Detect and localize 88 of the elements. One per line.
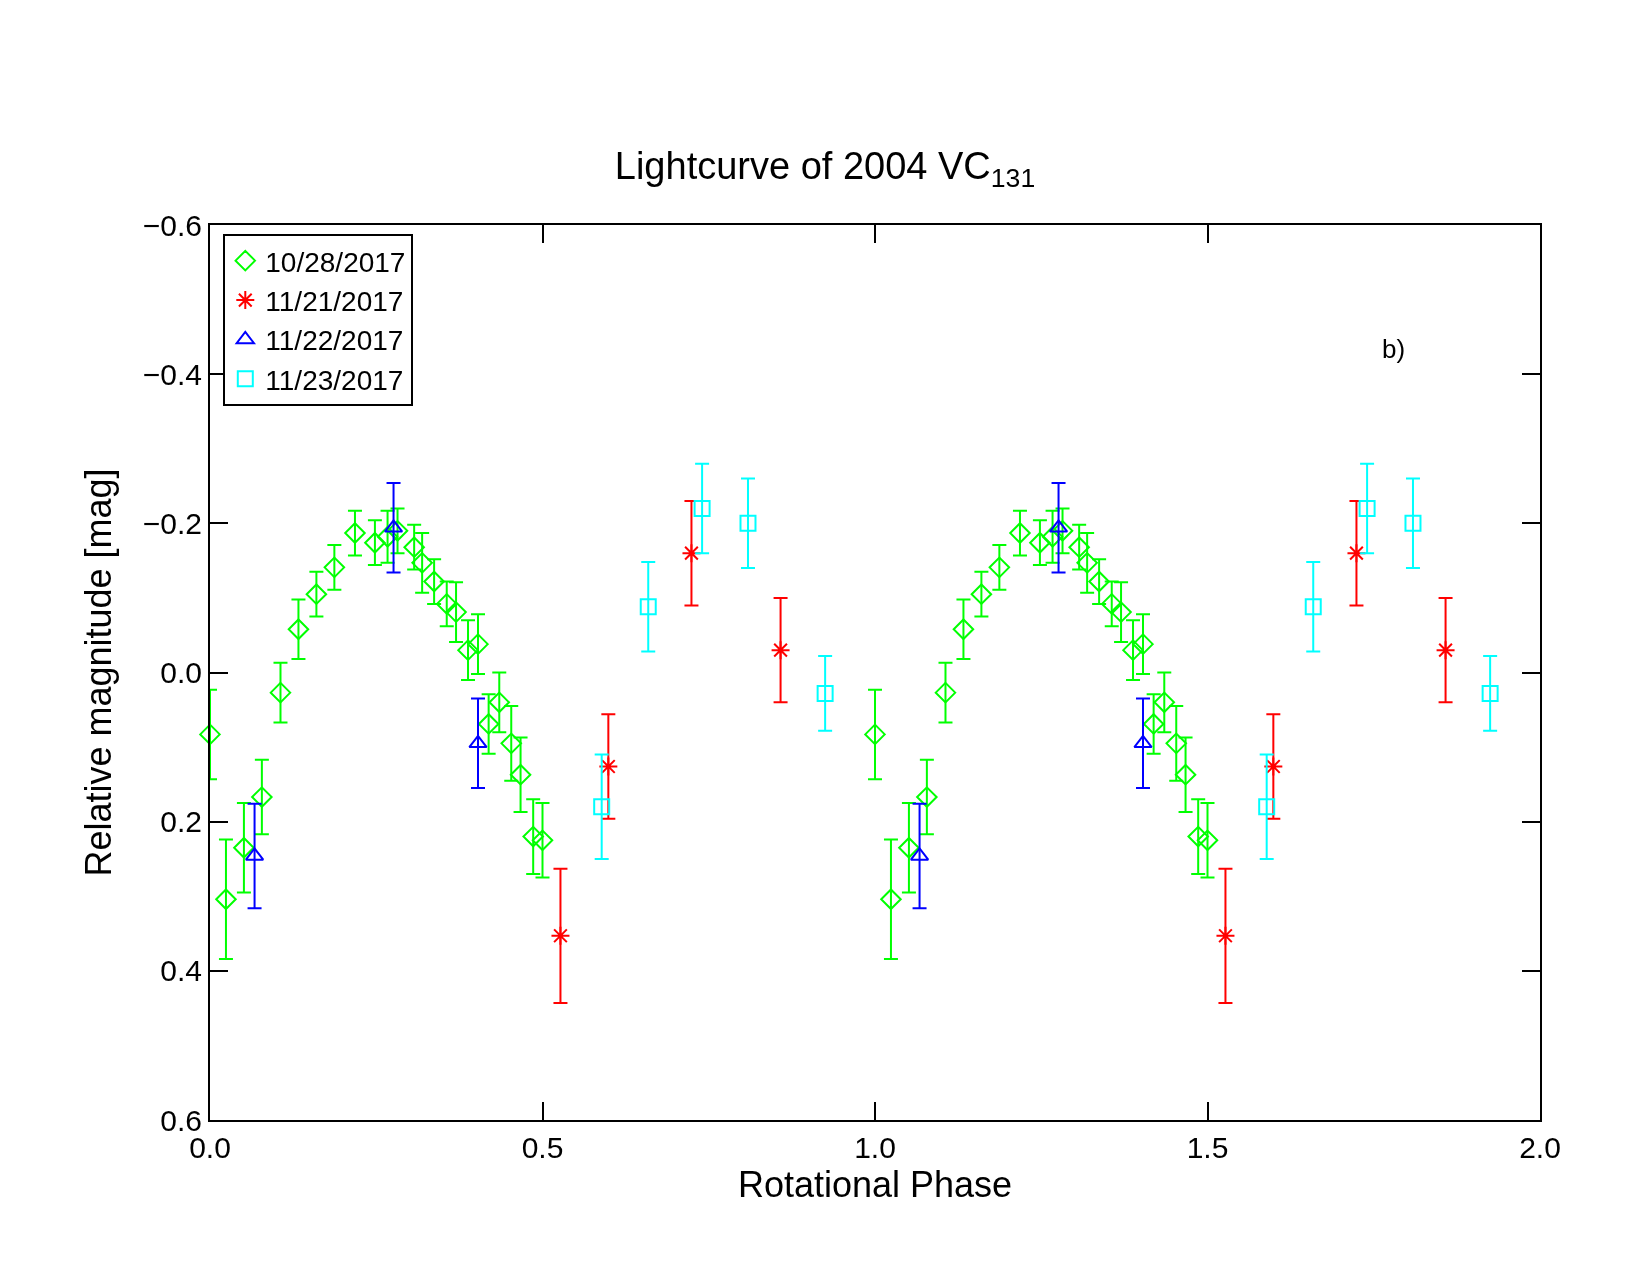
point [1100,593,1123,615]
point [1088,570,1110,593]
point [1132,633,1154,655]
point [1041,526,1064,548]
point [323,556,346,579]
point [445,601,467,623]
point [522,825,544,848]
point [739,514,757,532]
y-tick-label: −0.4 [142,357,202,391]
point [1435,640,1456,661]
annotation: b) [1382,334,1406,364]
point [598,756,619,777]
point [364,531,386,554]
y-tick-label: 0.0 [160,656,202,689]
point [423,570,445,593]
legend-label: 11/22/2017 [265,325,404,357]
point [1215,925,1236,946]
point [550,925,571,946]
y-tick-label: −0.6 [142,208,202,242]
y-tick-label: 0.2 [160,805,202,839]
x-tick-label: 1.0 [854,1131,896,1164]
point [269,681,292,704]
y-tick-label: 0.4 [160,954,202,988]
point [344,522,366,544]
point [1029,531,1051,554]
point [988,556,1011,579]
point [970,583,993,605]
point [593,798,611,816]
point [1110,601,1132,623]
point [1051,520,1074,542]
point [435,593,458,615]
point [1263,756,1284,777]
point [199,723,221,746]
point [411,552,433,574]
point [952,618,975,640]
chart-title: Lightcurve of 2004 VC$_{131}$ [614,145,1036,194]
point [1076,552,1098,574]
point [488,691,511,714]
point [376,526,399,548]
point [403,536,425,558]
point [864,723,886,746]
x-axis-title: Rotational Phase [737,1164,1013,1205]
y-tick-label: −0.2 [142,506,202,540]
point [305,583,328,605]
point [693,499,711,517]
point [1174,763,1197,786]
point [1196,829,1219,852]
point [816,684,834,702]
point [509,763,532,786]
point [681,543,702,564]
point [386,520,409,542]
point [916,786,938,808]
point [1122,639,1144,661]
point [215,888,237,910]
point [467,633,489,655]
point [770,640,791,661]
y-axis-title: Relative magnitude [mag] [78,468,120,877]
legend-label: 11/23/2017 [265,364,404,396]
point [233,837,255,859]
point [500,732,522,755]
point [898,837,920,859]
point [477,713,500,735]
x-tick-label: 1.5 [1186,1131,1229,1164]
point [1258,798,1276,816]
point [1358,499,1376,517]
point [1304,598,1322,616]
legend-label: 11/21/2017 [265,285,404,317]
point [1133,734,1153,749]
point [934,681,957,704]
point [1346,543,1367,564]
point [880,888,902,910]
point [1481,684,1499,702]
point [1068,536,1090,558]
legend-label: 10/28/2017 [265,246,406,278]
point [251,786,273,808]
point [1404,514,1422,532]
point [1187,825,1209,848]
point [287,618,310,640]
point [468,734,488,749]
point [457,639,479,661]
x-tick-label: 0.5 [521,1131,564,1164]
point [531,829,554,852]
point [1153,691,1176,714]
point [1142,713,1165,735]
point [639,598,657,616]
x-tick-label: 2.0 [1519,1131,1561,1164]
point [1009,522,1031,544]
point [1165,732,1187,755]
